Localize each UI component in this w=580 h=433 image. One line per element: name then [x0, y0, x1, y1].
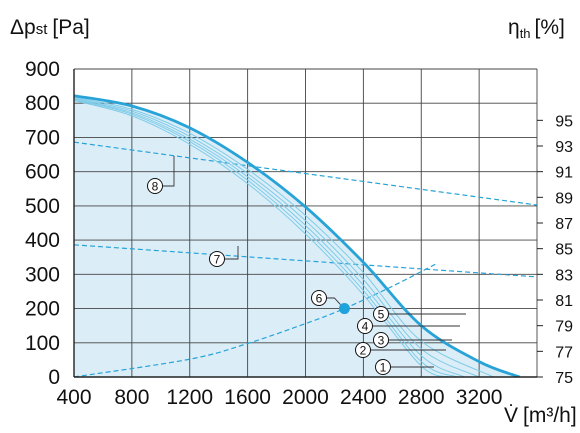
fan-curve-4 — [74, 97, 480, 377]
y2-tick-label: 83 — [555, 267, 573, 284]
y2-tick-label: 77 — [555, 344, 573, 361]
y2-tick-label: 95 — [555, 113, 573, 130]
callout-1: 1 — [375, 359, 391, 375]
callout-2: 2 — [355, 342, 371, 358]
y2-tick-label: 81 — [555, 293, 573, 310]
y-tick-label: 900 — [25, 58, 60, 81]
callout-leader-7 — [225, 246, 239, 260]
y-tick-label: 800 — [25, 92, 60, 115]
y2-tick-label: 75 — [555, 370, 573, 387]
y-axis-right-label: ηth [%] — [508, 16, 565, 41]
fan-curve-max — [74, 94, 521, 377]
fan-curves — [74, 94, 537, 377]
x-tick-label: 1600 — [224, 386, 271, 409]
x-tick-label: 2000 — [282, 386, 329, 409]
callout-6-text: 6 — [316, 292, 323, 306]
efficiency-line-8 — [74, 141, 537, 206]
tick-labels: 400 800 1200 1600 2000 2400 2800 32000100200300… — [25, 58, 573, 409]
operating-area — [74, 95, 520, 377]
grid — [73, 68, 538, 378]
fan-curve-2 — [74, 99, 458, 377]
y-tick-label: 200 — [25, 298, 60, 321]
callout-8-text: 8 — [152, 180, 159, 194]
x-axis-label: V̇ [m³/h] — [504, 404, 577, 427]
y-tick-label: 400 — [25, 229, 60, 252]
efficiency-line-7 — [74, 244, 537, 278]
callout-7-text: 7 — [214, 253, 221, 267]
callout-6: 6 — [311, 290, 327, 306]
y-tick-label: 600 — [25, 161, 60, 184]
fan-curve-5 — [74, 96, 494, 377]
y2-tick-label: 87 — [555, 216, 573, 233]
axes — [73, 69, 543, 378]
y-tick-label: 500 — [25, 195, 60, 218]
y2-tick-label: 79 — [555, 319, 573, 336]
callout-8: 8 — [147, 178, 163, 194]
fan-curve-3 — [74, 98, 465, 377]
callout-4: 4 — [357, 318, 373, 334]
y-tick-label: 700 — [25, 126, 60, 149]
callout-5: 5 — [373, 306, 389, 322]
callout-5-text: 5 — [378, 308, 385, 322]
operating-area-fill — [74, 95, 520, 377]
y-axis-left-label: Δpst [Pa] — [10, 16, 90, 39]
x-tick-label: 400 — [56, 386, 91, 409]
callout-3-text: 3 — [378, 334, 385, 348]
y2-tick-label: 85 — [555, 242, 573, 259]
x-tick-label: 2800 — [398, 386, 445, 409]
system-curve — [74, 263, 436, 377]
callout-leader-8 — [163, 156, 175, 187]
x-tick-label: 1200 — [166, 386, 213, 409]
x-tick-label: 800 — [114, 386, 149, 409]
y2-tick-label: 91 — [555, 165, 573, 182]
x-tick-label: 2400 — [340, 386, 387, 409]
fan-curve-1 — [74, 100, 451, 377]
y-tick-label: 0 — [48, 366, 60, 389]
y2-tick-label: 89 — [555, 190, 573, 207]
callout-leader-6 — [327, 297, 341, 305]
callout-1-text: 1 — [380, 361, 387, 375]
callout-4-text: 4 — [362, 320, 369, 334]
y2-tick-label: 93 — [555, 139, 573, 156]
operating-point — [338, 303, 350, 315]
x-tick-label: 3200 — [456, 386, 503, 409]
y-tick-label: 300 — [25, 263, 60, 286]
callout-2-text: 2 — [360, 344, 367, 358]
callout-3: 3 — [373, 332, 389, 348]
callout-7: 7 — [209, 251, 225, 267]
y-tick-label: 100 — [25, 332, 60, 355]
